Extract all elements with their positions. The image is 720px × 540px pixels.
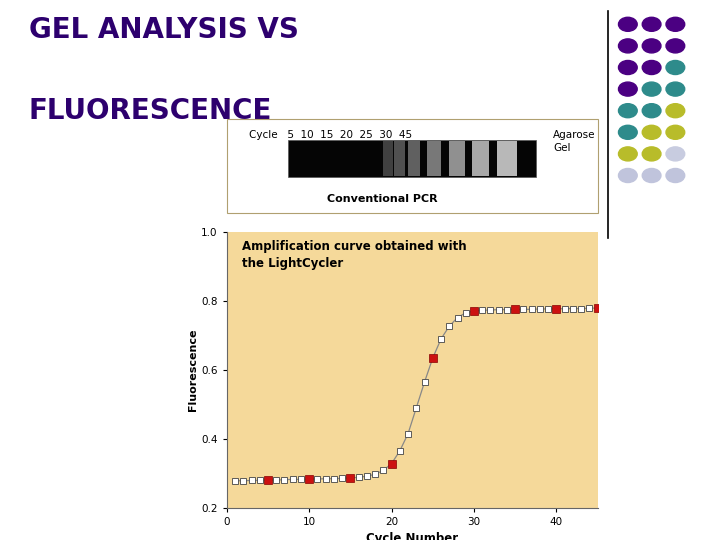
Circle shape — [618, 147, 637, 161]
Circle shape — [666, 82, 685, 96]
Circle shape — [666, 60, 685, 75]
Circle shape — [642, 82, 661, 96]
Circle shape — [618, 60, 637, 75]
Text: FLUORESCENCE: FLUORESCENCE — [29, 97, 272, 125]
Circle shape — [642, 60, 661, 75]
Circle shape — [666, 104, 685, 118]
Circle shape — [618, 82, 637, 96]
Text: GEL ANALYSIS VS: GEL ANALYSIS VS — [29, 16, 299, 44]
Circle shape — [666, 168, 685, 183]
Text: Amplification curve obtained with
the LightCycler: Amplification curve obtained with the Li… — [242, 240, 467, 271]
Circle shape — [642, 17, 661, 31]
Text: Conventional PCR: Conventional PCR — [327, 194, 438, 204]
Bar — [408, 140, 420, 177]
Circle shape — [666, 125, 685, 139]
Text: Cycle   5  10  15  20  25  30  45: Cycle 5 10 15 20 25 30 45 — [249, 130, 412, 140]
Circle shape — [618, 39, 637, 53]
Text: Agarose
Gel: Agarose Gel — [553, 130, 595, 152]
Circle shape — [618, 168, 637, 183]
X-axis label: Cycle Number: Cycle Number — [366, 532, 458, 540]
Circle shape — [642, 168, 661, 183]
Bar — [472, 140, 490, 177]
Circle shape — [642, 125, 661, 139]
Circle shape — [666, 147, 685, 161]
Circle shape — [666, 17, 685, 31]
Bar — [394, 140, 405, 177]
Bar — [382, 140, 393, 177]
Circle shape — [618, 125, 637, 139]
Circle shape — [618, 17, 637, 31]
Circle shape — [642, 104, 661, 118]
Circle shape — [618, 104, 637, 118]
Bar — [498, 140, 517, 177]
Bar — [449, 140, 465, 177]
Bar — [427, 140, 441, 177]
Circle shape — [642, 39, 661, 53]
Circle shape — [666, 39, 685, 53]
Bar — [288, 139, 536, 177]
Circle shape — [642, 147, 661, 161]
Y-axis label: Fluorescence: Fluorescence — [189, 329, 199, 411]
